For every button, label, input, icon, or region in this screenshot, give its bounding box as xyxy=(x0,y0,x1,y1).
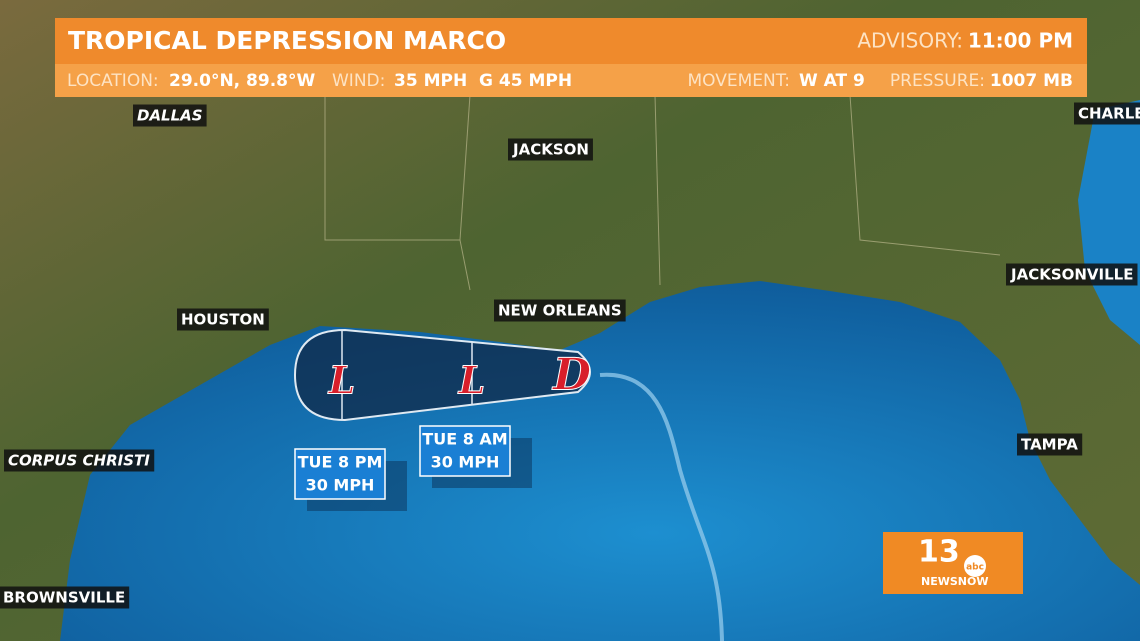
forecast-label: TUE 8 PM 30 MPH xyxy=(294,448,407,511)
forecast-box xyxy=(294,448,386,500)
city-label: TAMPA xyxy=(1017,433,1083,456)
storm-marker: L xyxy=(458,358,486,403)
logo-box xyxy=(883,532,1023,594)
storm-marker: D xyxy=(551,350,591,401)
city-label-box xyxy=(1074,102,1140,125)
advisory-label: ADVISORY: xyxy=(857,29,963,53)
city-label: DALLAS xyxy=(133,104,207,127)
city-label-box xyxy=(177,308,269,331)
forecast-cone xyxy=(293,328,591,422)
state-borders xyxy=(324,94,1001,291)
storm-marker: L xyxy=(328,358,356,403)
city-name: JACKSON xyxy=(512,141,589,159)
track-line xyxy=(599,372,724,641)
city-name: DALLAS xyxy=(137,107,203,125)
header-details-bar xyxy=(55,64,1087,97)
pressure: 1007 MB xyxy=(990,71,1073,91)
movement-label: MOVEMENT: xyxy=(688,71,791,91)
city-label: JACKSON xyxy=(508,138,593,161)
cone-ticks xyxy=(341,330,473,420)
logo-brand: NEWSNOW xyxy=(921,575,988,588)
city-label: CHARLE xyxy=(1074,102,1140,125)
location: 29.0°N, 89.8°W xyxy=(169,71,315,91)
city-name: TAMPA xyxy=(1021,436,1078,454)
city-label-box xyxy=(4,449,155,472)
city-label-box xyxy=(133,104,207,127)
advisory-time: 11:00 PM xyxy=(968,29,1073,53)
city-name: JACKSONVILLE xyxy=(1010,266,1133,284)
city-label: BROWNSVILLE xyxy=(0,586,130,609)
movement: W AT 9 xyxy=(799,71,865,91)
city-label-box xyxy=(1017,433,1083,456)
logo-network-circle xyxy=(964,555,986,577)
title: TROPICAL DEPRESSION MARCO xyxy=(68,26,506,55)
city-name: HOUSTON xyxy=(181,311,265,329)
forecast-wind: 30 MPH xyxy=(306,476,375,495)
forecast-label: TUE 8 AM 30 MPH xyxy=(419,425,532,488)
wind-label: WIND: xyxy=(332,71,385,91)
city-name: BROWNSVILLE xyxy=(3,589,125,607)
city-label-box xyxy=(1006,263,1138,286)
city-label-box xyxy=(508,138,593,161)
header-bar xyxy=(55,18,1087,64)
city-name: CHARLE xyxy=(1078,105,1140,123)
logo-number: 13 xyxy=(918,535,960,570)
logo-network: abc xyxy=(966,563,984,573)
pressure-label: PRESSURE: xyxy=(890,71,985,91)
city-label-box xyxy=(0,586,130,609)
city-label-box xyxy=(494,299,626,322)
location-label: LOCATION: xyxy=(67,71,159,91)
city-label: JACKSONVILLE xyxy=(1006,263,1138,286)
forecast-box xyxy=(419,425,511,477)
city-name: NEW ORLEANS xyxy=(498,302,622,320)
city-label: CORPUS CHRISTI xyxy=(4,449,155,472)
city-label: NEW ORLEANS xyxy=(494,299,626,322)
city-labels: DALLAS JACKSON HOUSTON NEW ORLEANS JACKSONVI… xyxy=(0,102,1140,609)
forecast-wind: 30 MPH xyxy=(431,453,500,472)
forecast-time: TUE 8 PM xyxy=(298,453,383,472)
city-name: CORPUS CHRISTI xyxy=(8,452,150,470)
forecast-time: TUE 8 AM xyxy=(422,430,507,449)
city-label: HOUSTON xyxy=(177,308,269,331)
wind: 35 MPH G 45 MPH xyxy=(394,71,572,91)
forecast-labels: TUE 8 PM 30 MPH TUE 8 AM 30 MPH xyxy=(294,425,532,511)
